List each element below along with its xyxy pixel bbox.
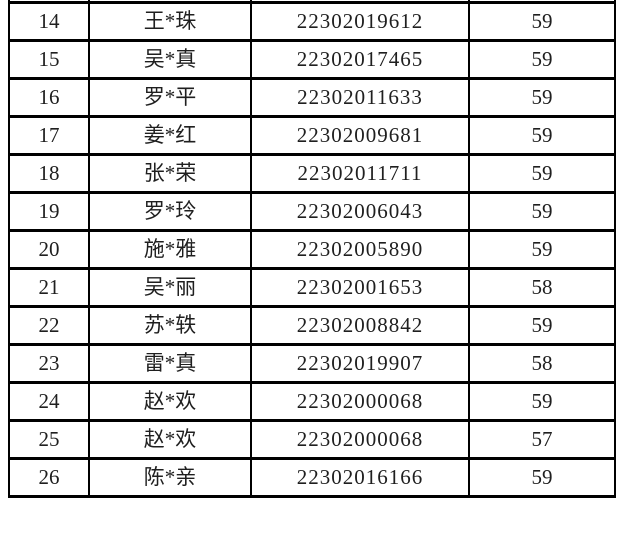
table-row: 21 吴*丽 22302001653 58 xyxy=(8,266,616,308)
table-row: 24 赵*欢 22302000068 59 xyxy=(8,380,616,422)
table-row: 22 苏*轶 22302008842 59 xyxy=(8,304,616,346)
student-id-cell: 22302011633 xyxy=(250,76,470,118)
student-id-cell: 22302017465 xyxy=(250,38,470,80)
table-row: 20 施*雅 22302005890 59 xyxy=(8,228,616,270)
table-row: 23 雷*真 22302019907 58 xyxy=(8,342,616,384)
student-id-cell: 22302019907 xyxy=(250,342,470,384)
score-cell: 59 xyxy=(468,380,616,422)
student-name-cell: 吴*丽 xyxy=(88,266,252,308)
student-id-cell: 22302019612 xyxy=(250,0,470,42)
score-cell: 58 xyxy=(468,266,616,308)
score-cell: 58 xyxy=(468,342,616,384)
student-id-cell: 22302000068 xyxy=(250,380,470,422)
score-cell: 59 xyxy=(468,114,616,156)
row-number-cell: 16 xyxy=(8,76,90,118)
student-id-cell: 22302006043 xyxy=(250,190,470,232)
score-cell: 57 xyxy=(468,418,616,460)
student-id-cell: 22302011711 xyxy=(250,152,470,194)
student-name-cell: 赵*欢 xyxy=(88,418,252,460)
student-name-cell: 姜*红 xyxy=(88,114,252,156)
score-cell: 59 xyxy=(468,190,616,232)
student-name-cell: 罗*平 xyxy=(88,76,252,118)
results-table-body: 14 王*珠 22302019612 59 15 吴*真 22302017465… xyxy=(8,0,616,498)
table-row: 25 赵*欢 22302000068 57 xyxy=(8,418,616,460)
table-row: 18 张*荣 22302011711 59 xyxy=(8,152,616,194)
row-number-cell: 19 xyxy=(8,190,90,232)
score-cell: 59 xyxy=(468,228,616,270)
student-name-cell: 罗*玲 xyxy=(88,190,252,232)
table-row: 15 吴*真 22302017465 59 xyxy=(8,38,616,80)
table-row: 26 陈*亲 22302016166 59 xyxy=(8,456,616,498)
score-cell: 59 xyxy=(468,304,616,346)
row-number-cell: 23 xyxy=(8,342,90,384)
row-number-cell: 22 xyxy=(8,304,90,346)
student-id-cell: 22302009681 xyxy=(250,114,470,156)
row-number-cell: 21 xyxy=(8,266,90,308)
student-id-cell: 22302001653 xyxy=(250,266,470,308)
student-name-cell: 苏*轶 xyxy=(88,304,252,346)
row-number-cell: 25 xyxy=(8,418,90,460)
table-row: 14 王*珠 22302019612 59 xyxy=(8,0,616,42)
row-number-cell: 14 xyxy=(8,0,90,42)
student-name-cell: 张*荣 xyxy=(88,152,252,194)
student-name-cell: 雷*真 xyxy=(88,342,252,384)
student-id-cell: 22302016166 xyxy=(250,456,470,498)
student-name-cell: 赵*欢 xyxy=(88,380,252,422)
student-id-cell: 22302008842 xyxy=(250,304,470,346)
student-name-cell: 吴*真 xyxy=(88,38,252,80)
results-table: 14 王*珠 22302019612 59 15 吴*真 22302017465… xyxy=(8,0,616,498)
row-number-cell: 24 xyxy=(8,380,90,422)
row-number-cell: 18 xyxy=(8,152,90,194)
table-row: 19 罗*玲 22302006043 59 xyxy=(8,190,616,232)
score-cell: 59 xyxy=(468,456,616,498)
row-number-cell: 17 xyxy=(8,114,90,156)
table-row: 16 罗*平 22302011633 59 xyxy=(8,76,616,118)
student-id-cell: 22302005890 xyxy=(250,228,470,270)
student-name-cell: 施*雅 xyxy=(88,228,252,270)
score-cell: 59 xyxy=(468,38,616,80)
score-cell: 59 xyxy=(468,152,616,194)
score-cell: 59 xyxy=(468,76,616,118)
score-cell: 59 xyxy=(468,0,616,42)
row-number-cell: 26 xyxy=(8,456,90,498)
row-number-cell: 15 xyxy=(8,38,90,80)
student-id-cell: 22302000068 xyxy=(250,418,470,460)
student-name-cell: 王*珠 xyxy=(88,0,252,42)
row-number-cell: 20 xyxy=(8,228,90,270)
table-row: 17 姜*红 22302009681 59 xyxy=(8,114,616,156)
student-name-cell: 陈*亲 xyxy=(88,456,252,498)
